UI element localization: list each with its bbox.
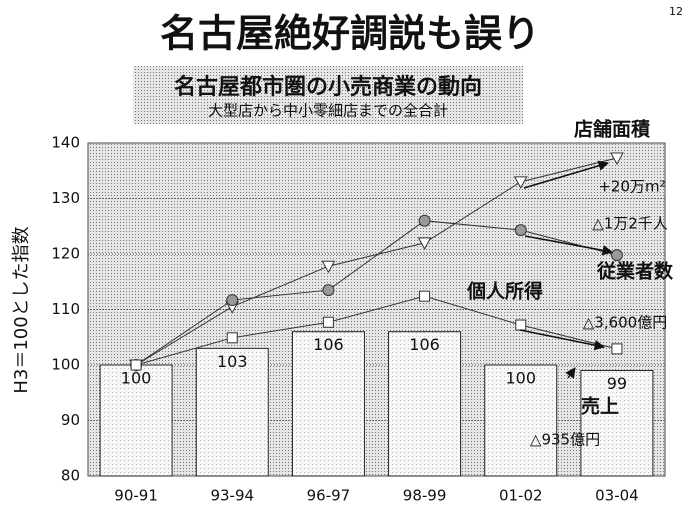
- y-tick-label: 120: [51, 245, 80, 263]
- bar: [388, 331, 462, 477]
- x-tick-label: 03-04: [595, 487, 639, 505]
- bar-value-label: 100: [121, 369, 152, 388]
- x-tick-label: 01-02: [499, 487, 543, 505]
- marker: [515, 319, 527, 331]
- x-tick-label: 96-97: [307, 487, 351, 505]
- y-tick-label: 80: [61, 467, 80, 485]
- annotation: +20万m²: [598, 178, 665, 196]
- bar-value-label: 100: [505, 369, 536, 388]
- series-label: 従業者数: [596, 260, 674, 283]
- marker: [513, 176, 528, 189]
- marker: [418, 214, 431, 227]
- marker: [226, 332, 238, 344]
- marker: [610, 249, 623, 262]
- marker: [322, 284, 335, 297]
- y-tick-label: 100: [51, 356, 80, 374]
- arrow: [519, 329, 606, 351]
- page-number: 12: [669, 5, 683, 18]
- arrow: [565, 367, 576, 379]
- x-tick-label: 93-94: [210, 487, 254, 505]
- bar: [195, 347, 269, 477]
- series-label: 店舗面積: [574, 118, 650, 141]
- bar-value-label: 99: [607, 374, 627, 393]
- bar-value-label: 106: [313, 335, 344, 354]
- bar-value-label: 103: [217, 352, 248, 371]
- subtitle-box: [133, 66, 523, 124]
- bar-value-label: 106: [409, 335, 440, 354]
- marker: [417, 237, 432, 250]
- annotation: △935億円: [530, 431, 600, 449]
- x-tick-label: 90-91: [114, 487, 158, 505]
- line: [135, 220, 618, 366]
- bar: [484, 364, 558, 477]
- chart-title: 名古屋絶好調説も誤り: [160, 12, 540, 56]
- subtitle-2: 大型店から中小零細店までの全合計: [208, 102, 448, 120]
- marker: [419, 290, 431, 302]
- line: [135, 157, 618, 366]
- bar: [580, 370, 654, 477]
- arrow: [524, 235, 614, 256]
- marker: [514, 224, 527, 237]
- y-tick-label: 130: [51, 189, 80, 207]
- marker: [226, 294, 239, 307]
- marker: [611, 343, 623, 355]
- x-tick-label: 98-99: [403, 487, 447, 505]
- series-label: 売上: [581, 395, 619, 418]
- marker: [610, 152, 624, 166]
- bar: [99, 364, 173, 477]
- y-axis-label: H3＝100とした指数: [11, 226, 32, 393]
- annotation: △1万2千人: [592, 215, 668, 233]
- line: [135, 295, 618, 366]
- y-tick-label: 90: [61, 411, 80, 429]
- marker: [322, 316, 334, 328]
- series-label: 個人所得: [466, 280, 543, 303]
- subtitle: 名古屋都市圏の小売商業の動向: [174, 74, 482, 100]
- annotation: △3,600億円: [583, 314, 667, 332]
- marker: [130, 359, 142, 371]
- bar: [291, 331, 365, 477]
- y-tick-label: 140: [51, 134, 80, 152]
- arrow: [523, 160, 610, 189]
- marker: [321, 260, 336, 274]
- y-tick-label: 110: [51, 300, 80, 318]
